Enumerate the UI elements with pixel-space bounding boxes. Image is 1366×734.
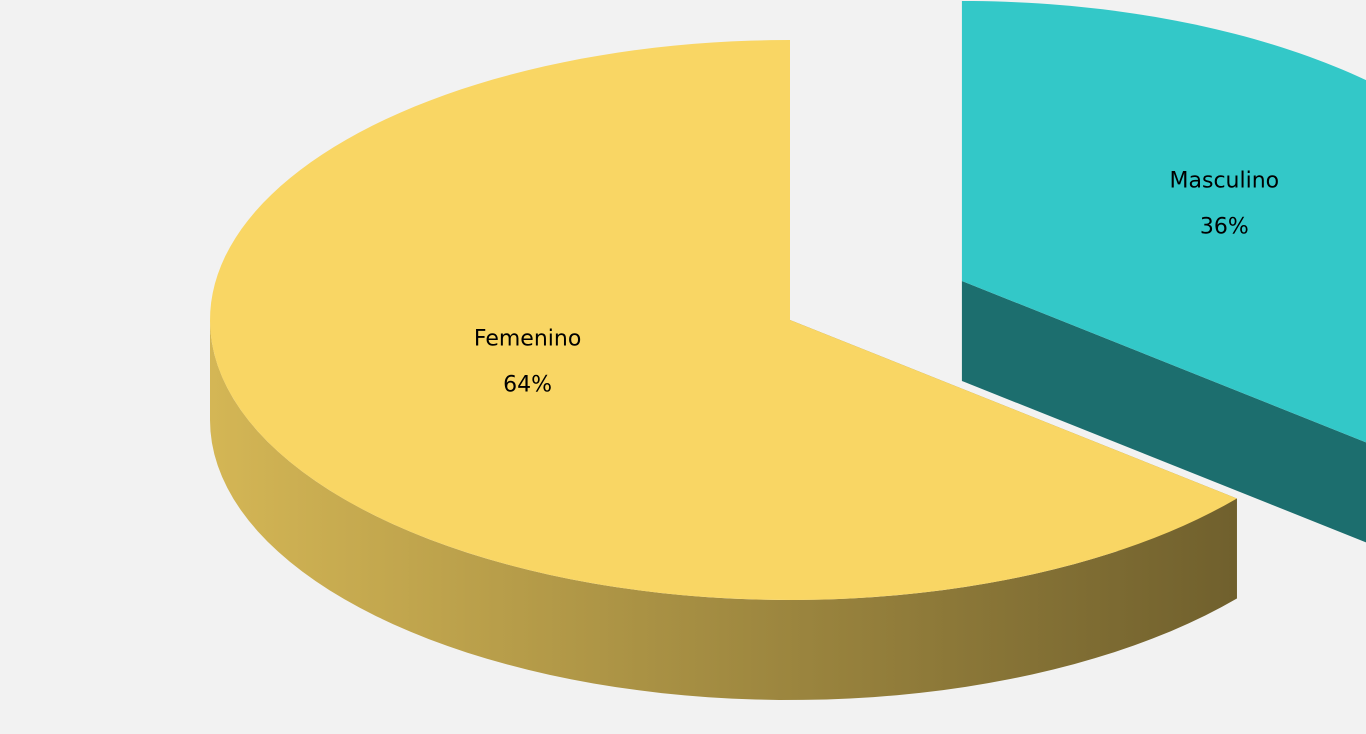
slice: [961, 0, 1366, 443]
slice-label: Masculino: [1170, 168, 1280, 193]
slice-side: [210, 320, 1237, 700]
slice-value-label: 64%: [503, 373, 552, 398]
slice-face: [961, 280, 1366, 543]
slice-value-label: 36%: [1200, 214, 1249, 239]
slice: [210, 40, 1237, 600]
slice-label: Femenino: [474, 327, 581, 352]
